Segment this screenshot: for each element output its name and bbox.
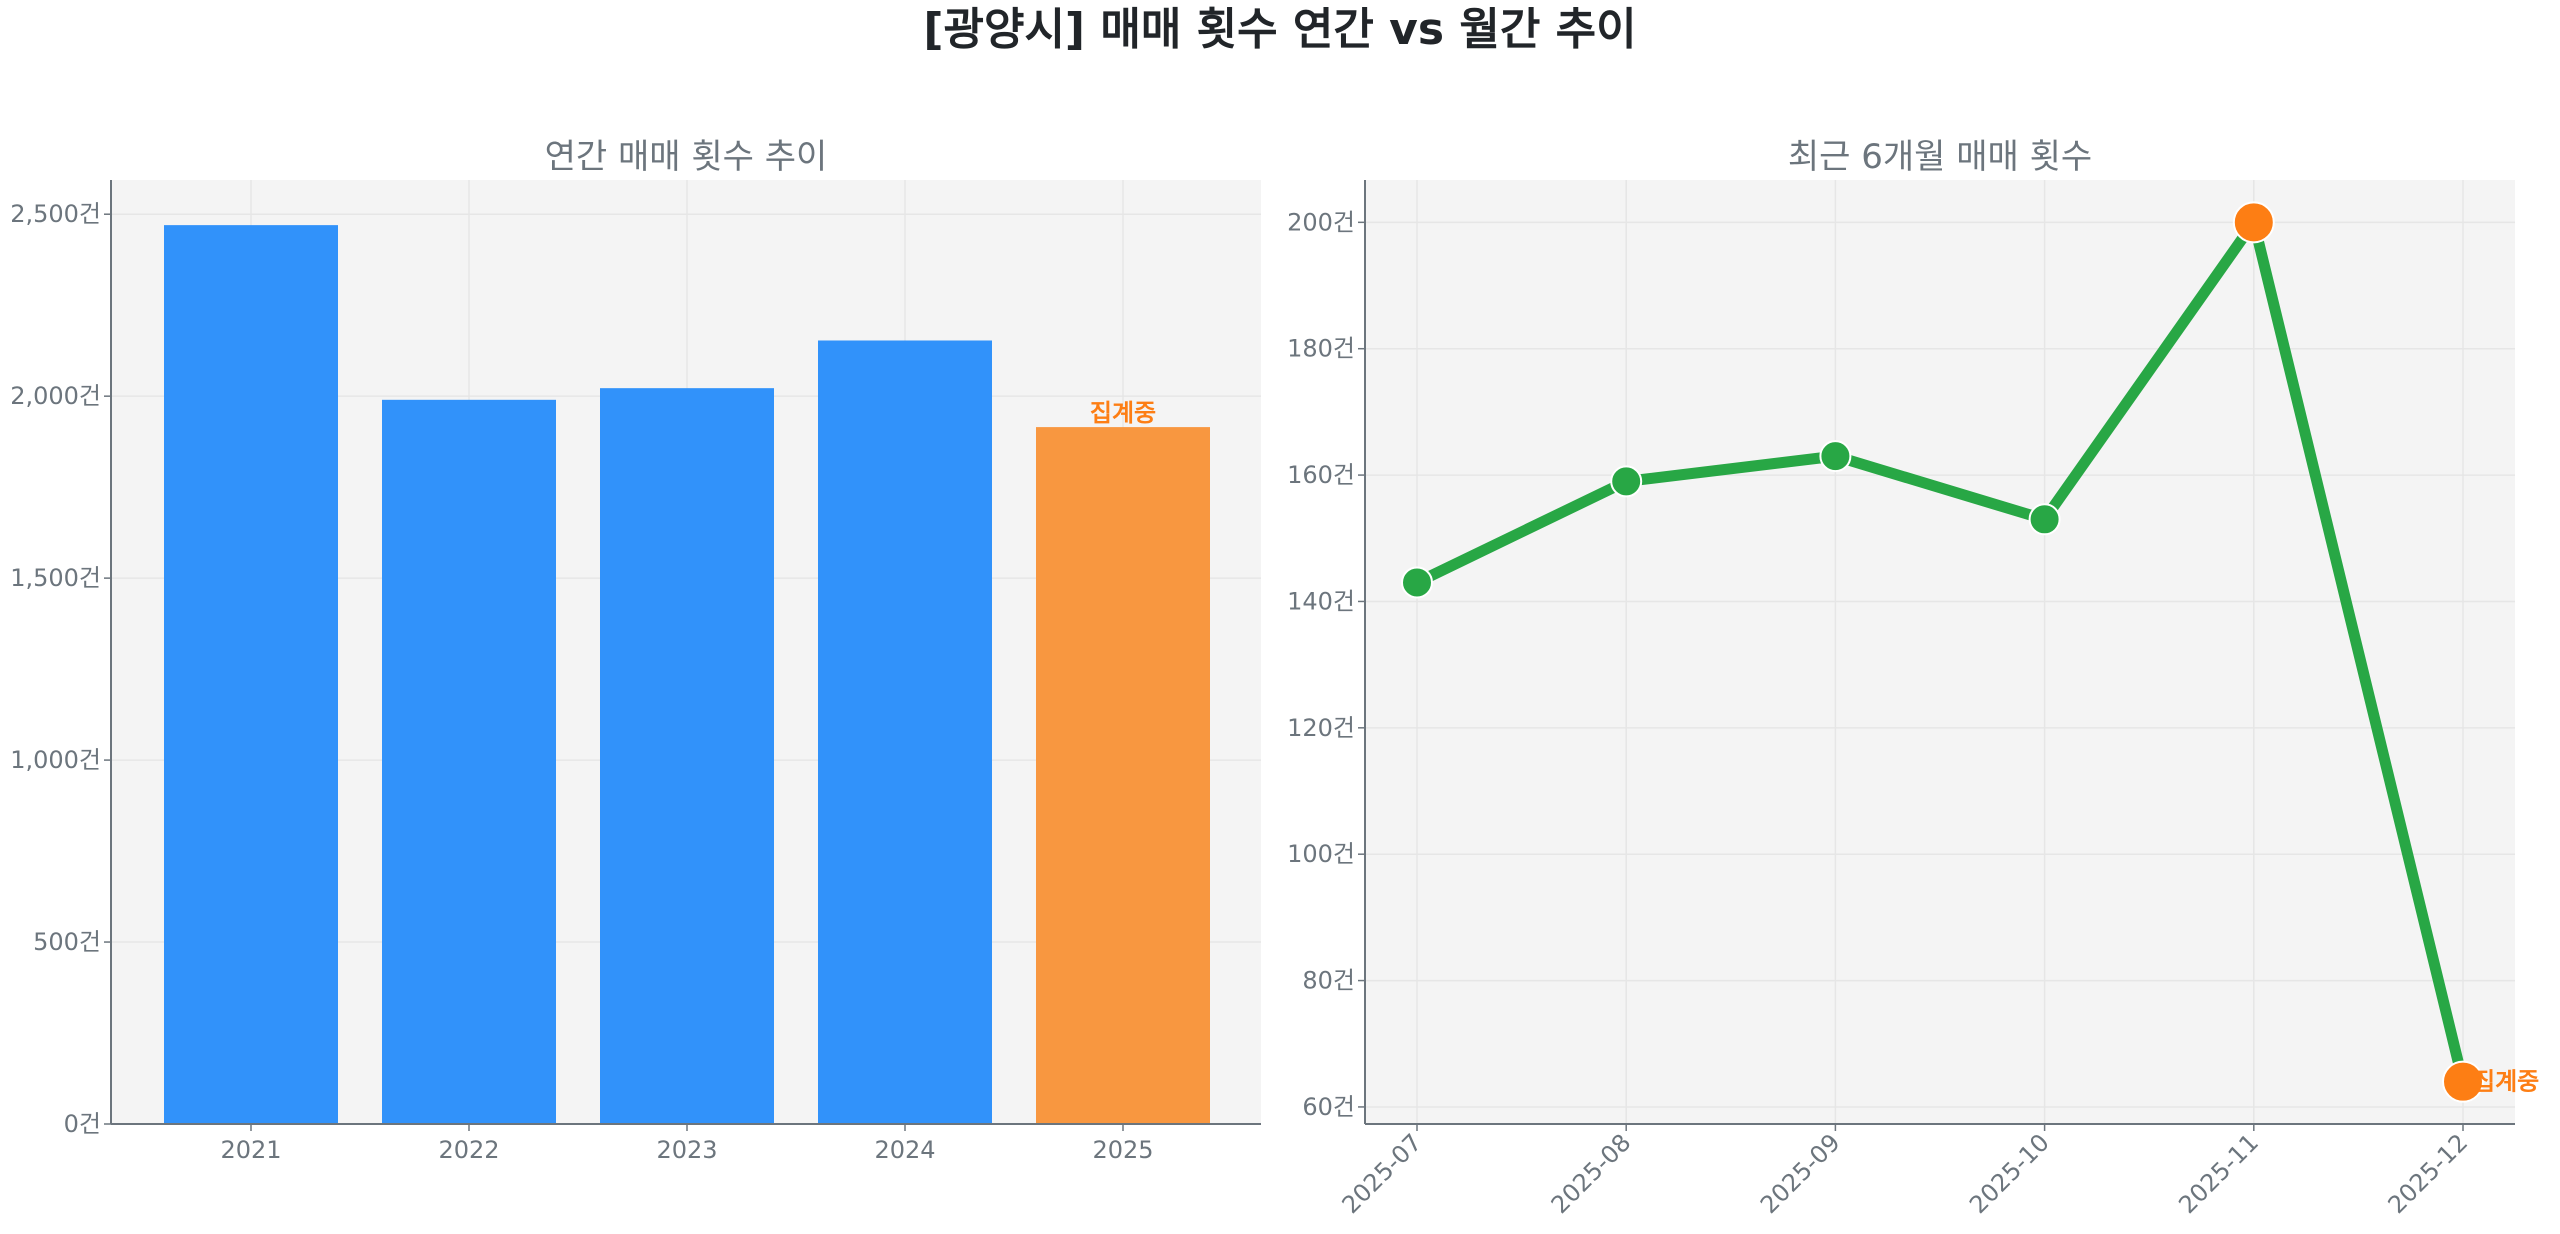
y-tick-label: 120건 [1287, 714, 1355, 742]
x-tick-label: 2023 [656, 1136, 717, 1164]
y-tick-label: 100건 [1287, 840, 1355, 868]
bar-2021 [164, 225, 338, 1124]
partial-annotation: 집계중 [1090, 399, 1156, 427]
bar-2023 [600, 388, 774, 1124]
y-tick-label: 180건 [1287, 335, 1355, 363]
plot-area [1365, 180, 2515, 1124]
point-2025-12 [2442, 1060, 2484, 1103]
series-line [1414, 216, 2469, 1083]
y-tick-label: 1,000건 [10, 746, 101, 774]
y-tick-label: 160건 [1287, 461, 1355, 489]
x-tick-label: 2025-11 [2173, 1128, 2264, 1219]
y-tick-label: 0건 [64, 1110, 101, 1138]
x-tick-label: 2025-12 [2383, 1128, 2474, 1219]
point-2025-07 [1401, 566, 1433, 599]
y-tick-label: 1,500건 [10, 564, 101, 592]
x-tick-label: 2025-09 [1755, 1128, 1846, 1219]
x-tick-label: 2025 [1092, 1136, 1153, 1164]
x-tick-label: 2024 [874, 1136, 935, 1164]
x-tick-label: 2025-07 [1337, 1128, 1428, 1219]
y-tick-label: 60건 [1302, 1093, 1355, 1121]
bar-2024 [818, 340, 992, 1124]
line-chart-title: 최근 6개월 매매 횟수 [1788, 137, 2092, 177]
x-tick-label: 2025-10 [1964, 1128, 2055, 1219]
y-tick-label: 200건 [1287, 208, 1355, 236]
y-tick-label: 500건 [33, 928, 101, 956]
point-2025-11 [2232, 201, 2275, 244]
partial-annotation: 집계중 [2473, 1068, 2539, 1096]
point-2025-09 [1819, 440, 1852, 473]
bar-chart-title: 연간 매매 횟수 추이 [545, 137, 828, 177]
x-tick-label: 2021 [220, 1136, 281, 1164]
y-tick-label: 2,000건 [10, 382, 101, 410]
y-tick-label: 2,500건 [10, 200, 101, 228]
figure-title: [광양시] 매매 횟수 연간 vs 월간 추이 [923, 4, 1636, 55]
point-2025-08 [1610, 465, 1643, 498]
y-tick-label: 80건 [1302, 967, 1355, 995]
x-tick-label: 2025-08 [1546, 1128, 1637, 1219]
point-2025-10 [2028, 503, 2061, 536]
bar-2025 [1036, 427, 1210, 1124]
bar-2022 [382, 399, 556, 1125]
x-tick-label: 2022 [438, 1136, 499, 1164]
y-tick-label: 140건 [1287, 587, 1355, 615]
